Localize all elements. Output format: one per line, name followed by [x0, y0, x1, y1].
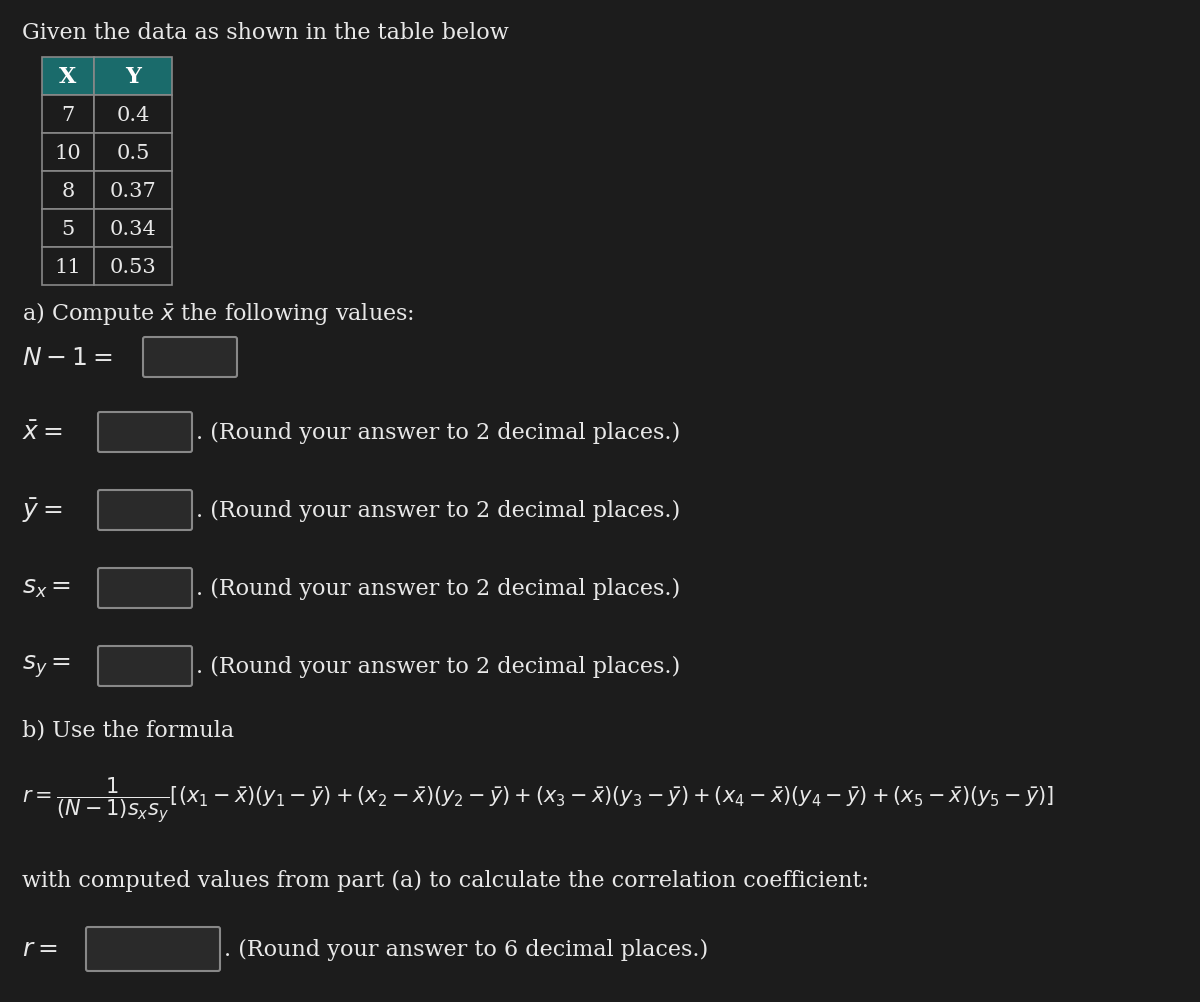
- Text: . (Round your answer to 2 decimal places.): . (Round your answer to 2 decimal places…: [196, 577, 680, 599]
- Text: 0.4: 0.4: [116, 105, 150, 124]
- Text: 5: 5: [61, 219, 74, 238]
- Text: 7: 7: [61, 105, 74, 124]
- Text: . (Round your answer to 6 decimal places.): . (Round your answer to 6 decimal places…: [224, 938, 708, 960]
- FancyBboxPatch shape: [98, 491, 192, 530]
- FancyBboxPatch shape: [94, 209, 172, 247]
- Text: 0.37: 0.37: [109, 181, 156, 200]
- Text: $\bar{y} =$: $\bar{y} =$: [22, 496, 62, 524]
- FancyBboxPatch shape: [143, 338, 238, 378]
- Text: . (Round your answer to 2 decimal places.): . (Round your answer to 2 decimal places…: [196, 499, 680, 521]
- Text: 0.53: 0.53: [109, 258, 156, 277]
- Text: 11: 11: [55, 258, 82, 277]
- Text: . (Round your answer to 2 decimal places.): . (Round your answer to 2 decimal places…: [196, 655, 680, 677]
- Text: 0.5: 0.5: [116, 143, 150, 162]
- FancyBboxPatch shape: [42, 96, 94, 134]
- Text: . (Round your answer to 2 decimal places.): . (Round your answer to 2 decimal places…: [196, 422, 680, 444]
- Text: Y: Y: [125, 66, 140, 88]
- Text: b) Use the formula: b) Use the formula: [22, 719, 234, 741]
- Text: 10: 10: [55, 143, 82, 162]
- Text: $N - 1 =$: $N - 1 =$: [22, 346, 113, 369]
- FancyBboxPatch shape: [42, 171, 94, 209]
- Text: 8: 8: [61, 181, 74, 200]
- Text: $s_x =$: $s_x =$: [22, 577, 71, 600]
- FancyBboxPatch shape: [94, 134, 172, 171]
- Text: $s_y =$: $s_y =$: [22, 653, 71, 679]
- Text: 0.34: 0.34: [109, 219, 156, 238]
- Text: a) Compute $\bar{x}$ the following values:: a) Compute $\bar{x}$ the following value…: [22, 300, 414, 327]
- FancyBboxPatch shape: [94, 247, 172, 286]
- Text: $r =$: $r =$: [22, 938, 58, 961]
- FancyBboxPatch shape: [98, 568, 192, 608]
- Text: Given the data as shown in the table below: Given the data as shown in the table bel…: [22, 22, 509, 44]
- Text: $r = \dfrac{1}{(N-1)s_x s_y}$$[(x_1 - \bar{x})(y_1 - \bar{y}) + (x_2 - \bar{x})(: $r = \dfrac{1}{(N-1)s_x s_y}$$[(x_1 - \b…: [22, 775, 1054, 824]
- FancyBboxPatch shape: [94, 58, 172, 96]
- Text: with computed values from part (a) to calculate the correlation coefficient:: with computed values from part (a) to ca…: [22, 869, 869, 891]
- FancyBboxPatch shape: [98, 646, 192, 686]
- FancyBboxPatch shape: [98, 413, 192, 453]
- FancyBboxPatch shape: [42, 247, 94, 286]
- Text: X: X: [59, 66, 77, 88]
- FancyBboxPatch shape: [42, 134, 94, 171]
- FancyBboxPatch shape: [94, 96, 172, 134]
- FancyBboxPatch shape: [42, 58, 94, 96]
- FancyBboxPatch shape: [94, 171, 172, 209]
- FancyBboxPatch shape: [86, 927, 220, 971]
- FancyBboxPatch shape: [42, 209, 94, 247]
- Text: $\bar{x} =$: $\bar{x} =$: [22, 421, 62, 444]
